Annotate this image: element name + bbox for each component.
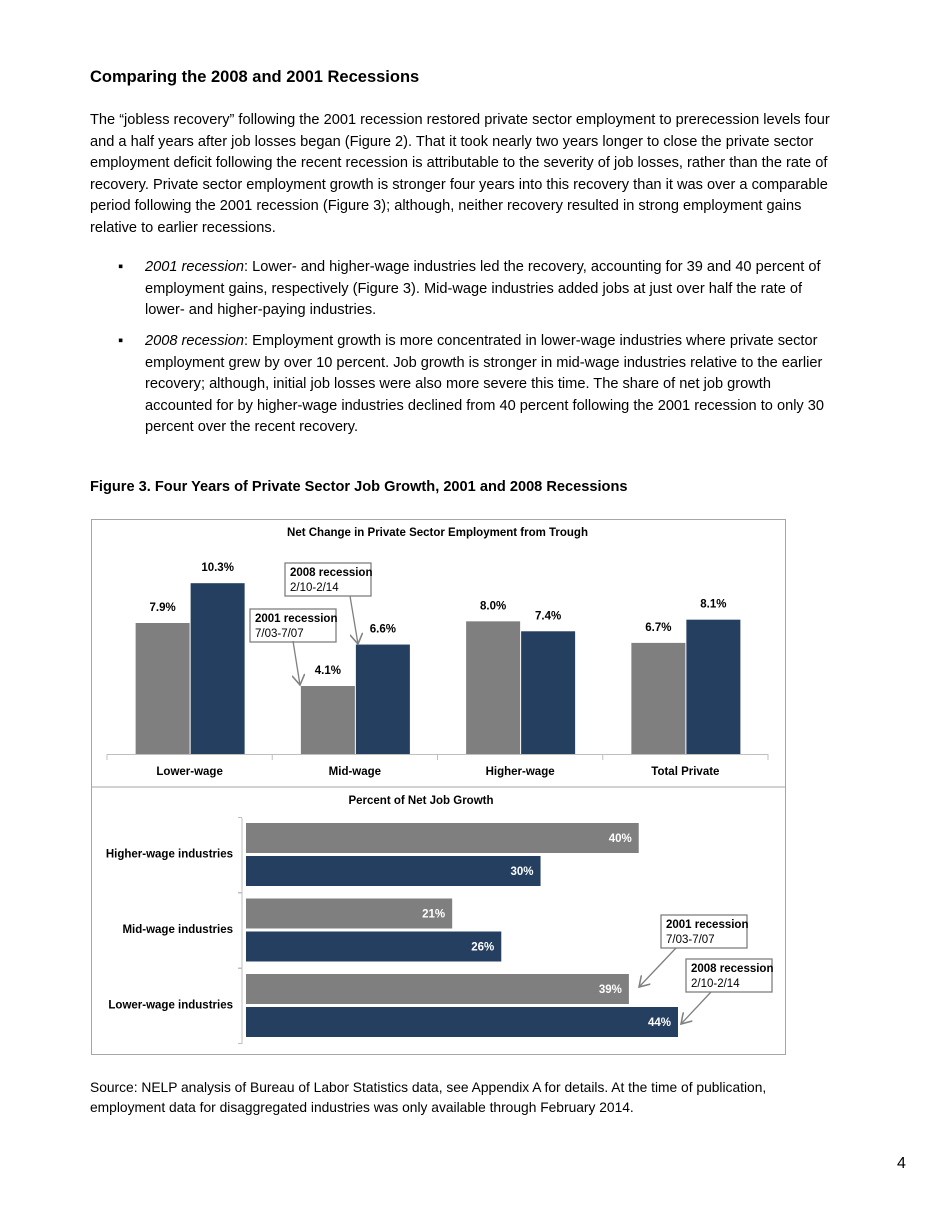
x-tick-label: Mid-wage bbox=[329, 766, 381, 778]
bullet-lead: 2008 recession bbox=[145, 333, 244, 349]
value-label: 10.3% bbox=[201, 562, 234, 574]
bullet: 2008 recession: Employment growth is mor… bbox=[118, 331, 835, 439]
callout-arrow bbox=[639, 947, 677, 987]
bar bbox=[190, 583, 245, 754]
callout-name: 2008 recession bbox=[691, 963, 773, 975]
bar bbox=[521, 631, 576, 754]
heading: Comparing the 2008 and 2001 Recessions bbox=[90, 68, 420, 86]
callout-period: 2/10-2/14 bbox=[691, 978, 740, 990]
x-tick-label: Higher-wage bbox=[486, 766, 555, 778]
value-label: 40% bbox=[609, 833, 632, 845]
bar bbox=[631, 642, 686, 754]
x-tick-label: Total Private bbox=[651, 766, 719, 778]
callout-arrow bbox=[293, 640, 300, 685]
callout-period: 2/10-2/14 bbox=[290, 582, 339, 594]
y-tick-label: Mid-wage industries bbox=[122, 924, 233, 936]
callout-name: 2001 recession bbox=[255, 613, 337, 625]
bar bbox=[246, 898, 453, 929]
bullet: 2001 recession: Lower- and higher-wage i… bbox=[118, 257, 835, 322]
value-label: 6.7% bbox=[645, 622, 671, 634]
value-label: 8.0% bbox=[480, 600, 506, 612]
figure: Net Change in Private Sector Employment … bbox=[91, 519, 786, 1055]
bullet-text: : Employment growth is more concentrated… bbox=[145, 333, 825, 436]
y-tick-label: Lower-wage industries bbox=[108, 1000, 233, 1012]
bar bbox=[300, 686, 355, 754]
x-tick-label: Lower-wage bbox=[156, 766, 222, 778]
bar bbox=[246, 856, 541, 886]
value-label: 4.1% bbox=[315, 665, 341, 677]
bar bbox=[686, 619, 741, 754]
chart-title: Percent of Net Job Growth bbox=[348, 795, 493, 807]
bullet-lead: 2001 recession bbox=[145, 259, 244, 275]
value-label: 26% bbox=[471, 942, 494, 954]
value-label: 7.4% bbox=[535, 610, 561, 622]
bar bbox=[246, 931, 502, 962]
paragraph: The “jobless recovery” following the 200… bbox=[90, 112, 830, 236]
bar bbox=[355, 644, 410, 754]
bullet-text: : Lower- and higher-wage industries led … bbox=[145, 259, 821, 319]
callout-name: 2008 recession bbox=[290, 567, 372, 579]
bar bbox=[246, 974, 629, 1004]
callout-name: 2001 recession bbox=[666, 919, 748, 931]
figure-title: Figure 3. Four Years of Private Sector J… bbox=[90, 479, 628, 495]
value-label: 30% bbox=[511, 866, 534, 878]
page-number: 4 bbox=[897, 1155, 906, 1172]
callout-period: 7/03-7/07 bbox=[255, 628, 304, 640]
bar bbox=[246, 1007, 678, 1037]
callout-arrow bbox=[681, 991, 712, 1024]
source: Source: NELP analysis of Bureau of Labor… bbox=[90, 1080, 767, 1115]
value-label: 7.9% bbox=[150, 602, 176, 614]
value-label: 39% bbox=[599, 984, 622, 996]
bar bbox=[246, 823, 639, 853]
value-label: 44% bbox=[648, 1017, 671, 1029]
callout-period: 7/03-7/07 bbox=[666, 934, 715, 946]
value-label: 21% bbox=[422, 909, 445, 921]
value-label: 6.6% bbox=[370, 624, 396, 636]
bar bbox=[466, 621, 521, 754]
chart-title: Net Change in Private Sector Employment … bbox=[287, 527, 588, 539]
callout-box bbox=[660, 914, 748, 949]
bar bbox=[135, 622, 190, 754]
value-label: 8.1% bbox=[700, 599, 726, 611]
callout-arrow bbox=[349, 595, 358, 644]
callout-box bbox=[685, 958, 773, 993]
callout-box bbox=[284, 562, 372, 597]
y-tick-label: Higher-wage industries bbox=[106, 849, 233, 861]
